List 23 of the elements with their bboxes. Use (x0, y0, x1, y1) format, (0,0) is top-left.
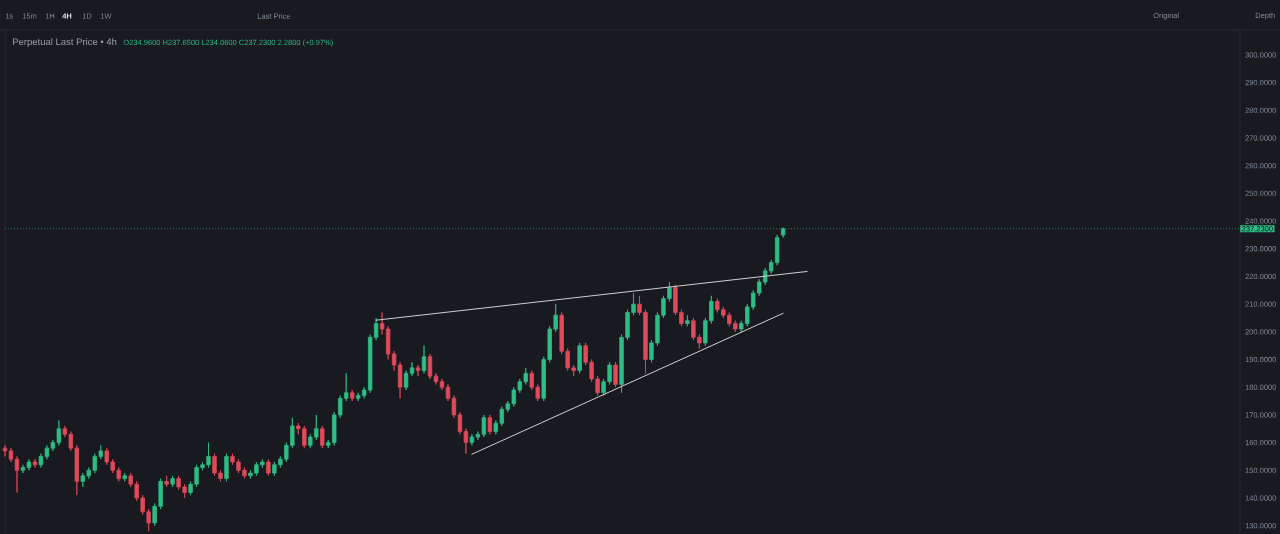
candlestick (427, 353, 433, 380)
text: Perpetual Last Price • 4h (12, 38, 117, 47)
candlestick (433, 372, 439, 385)
candlestick (487, 414, 493, 435)
candlestick (685, 314, 690, 327)
candlestick (170, 475, 175, 488)
candlestick (26, 458, 32, 471)
candlestick (224, 453, 229, 482)
candlestick (613, 361, 618, 388)
candlestick (415, 364, 421, 377)
candlestick (320, 425, 325, 449)
candlestick (14, 456, 20, 493)
candlestick (349, 389, 355, 402)
candlestick (266, 458, 271, 477)
candlestick (20, 464, 26, 474)
candlestick (421, 345, 427, 374)
candlestick (32, 458, 38, 468)
candlestick (164, 475, 169, 488)
candlestick (439, 378, 445, 391)
candlestick (122, 472, 127, 482)
candlestick (2, 444, 8, 457)
candlestick (8, 447, 14, 463)
candlestick (577, 342, 582, 374)
